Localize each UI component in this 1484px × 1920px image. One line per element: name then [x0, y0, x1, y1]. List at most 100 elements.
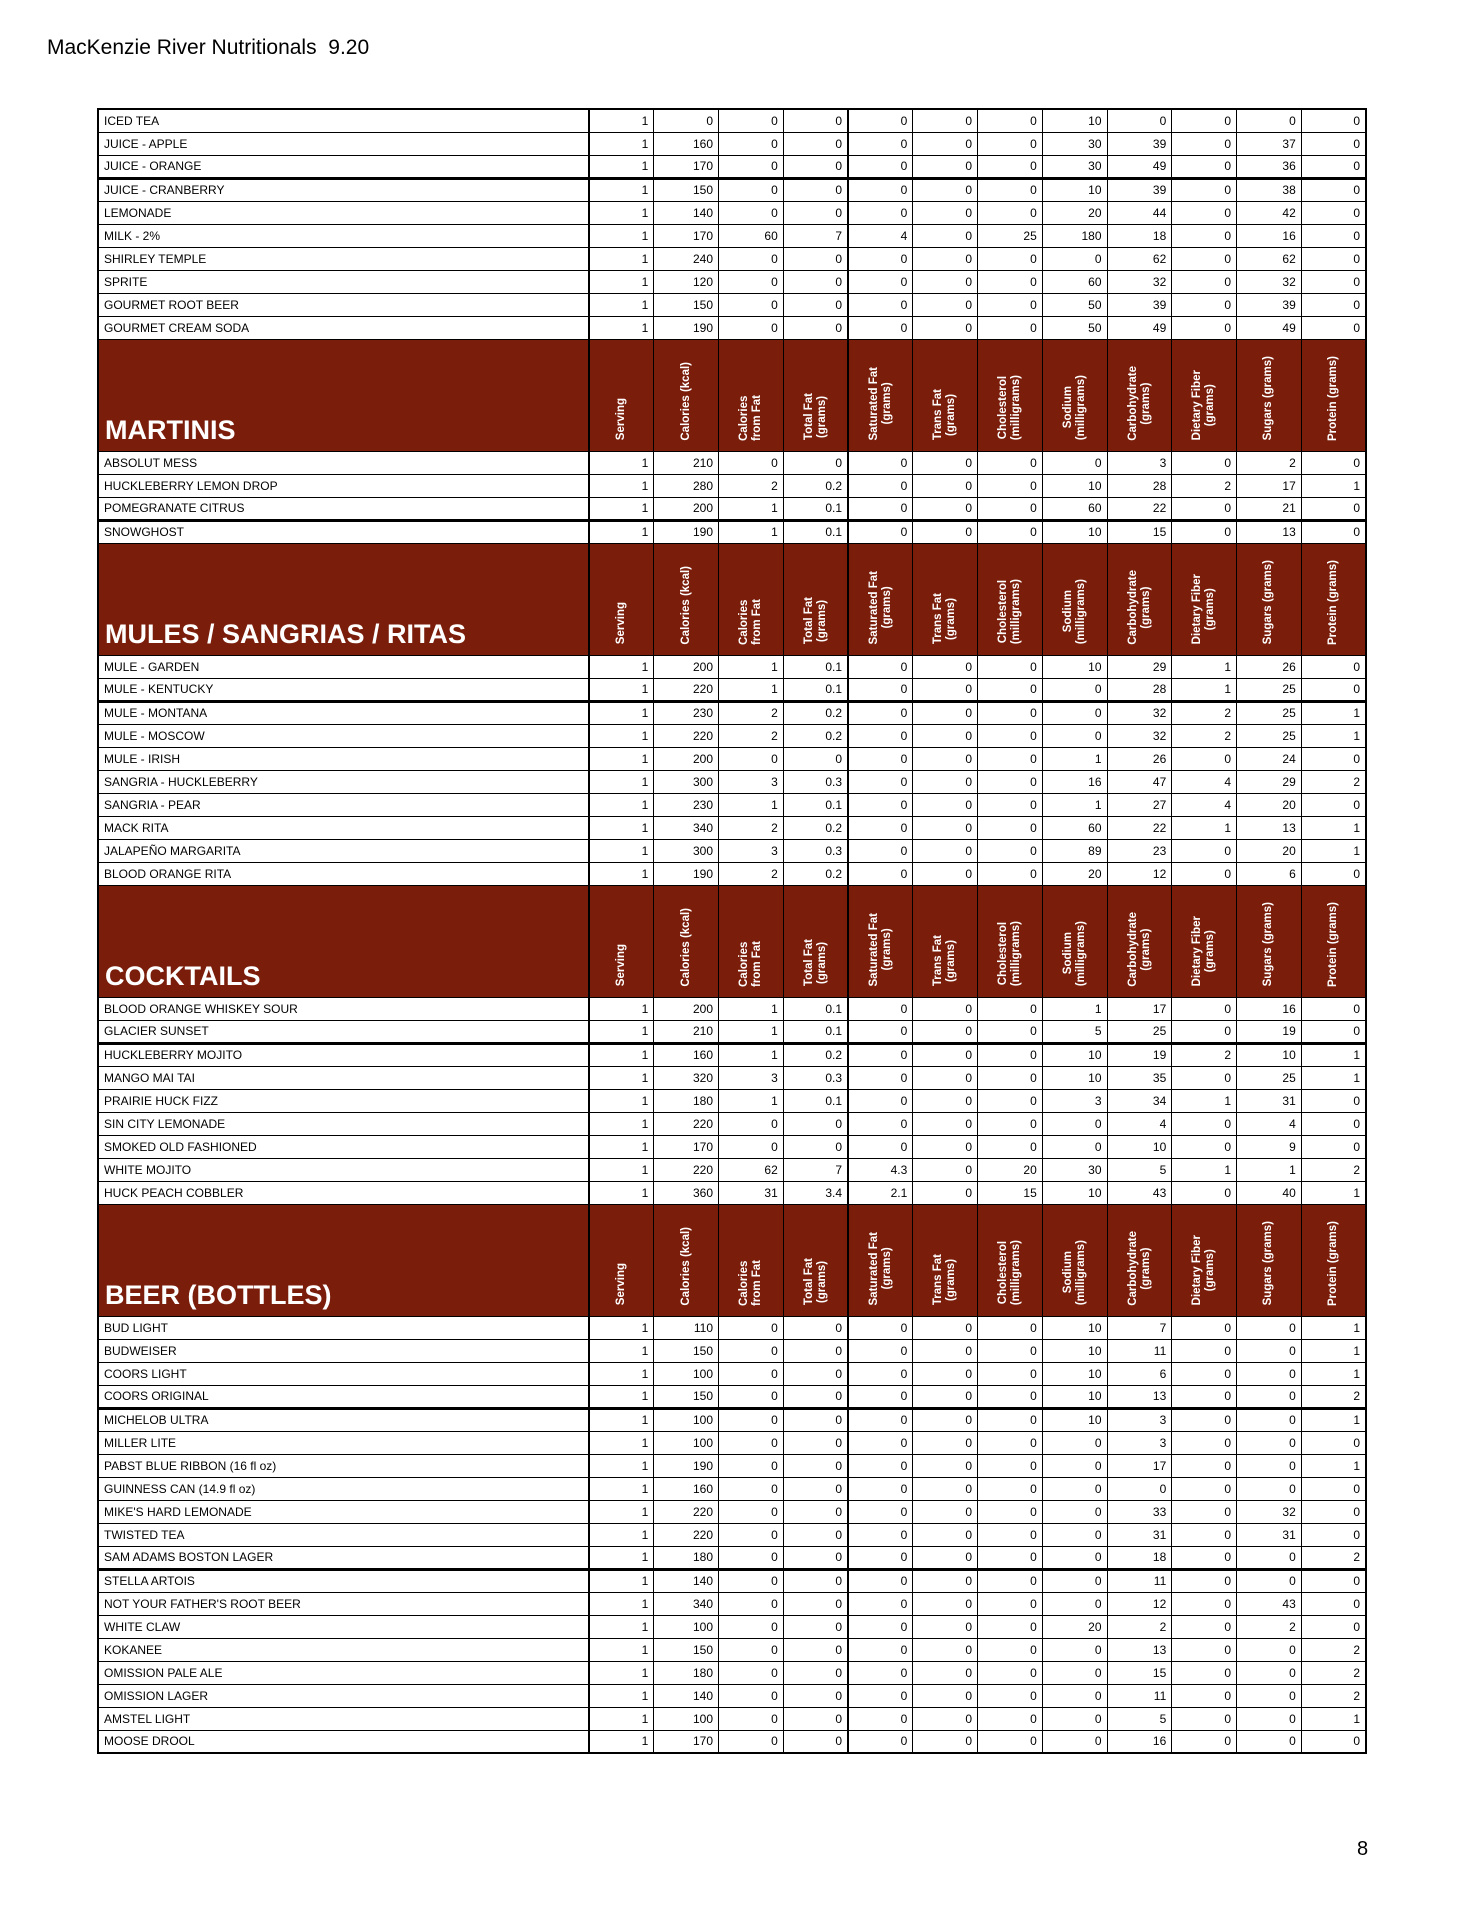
value-cell: 0: [782, 246, 849, 271]
value-cell: 170: [653, 1134, 719, 1159]
column-header-label: Sugars (grams): [1262, 1221, 1275, 1306]
value-cell: 6: [1236, 861, 1302, 886]
column-header: Serving: [588, 1203, 655, 1317]
value-cell: 0: [1041, 700, 1108, 725]
value-cell: 0: [1300, 450, 1367, 475]
item-name: GOURMET ROOT BEER: [97, 292, 590, 317]
value-cell: 210: [653, 450, 719, 475]
value-cell: 0: [912, 1499, 978, 1524]
value-cell: 25: [977, 223, 1043, 248]
item-name: JUICE - CRANBERRY: [97, 177, 590, 202]
value-cell: 150: [653, 292, 719, 317]
value-cell: 49: [1106, 154, 1173, 180]
value-cell: 0: [977, 473, 1043, 498]
column-header-label: Total Fat (grams): [802, 597, 828, 645]
value-cell: 2: [1300, 769, 1367, 794]
value-cell: 0: [912, 861, 978, 886]
value-cell: 25: [1236, 677, 1302, 703]
value-cell: 35: [1106, 1065, 1173, 1090]
value-cell: 32: [1106, 700, 1173, 725]
value-cell: 3: [718, 769, 784, 794]
item-name: SNOWGHOST: [97, 519, 590, 544]
value-cell: 0: [847, 108, 914, 133]
value-cell: 180: [653, 1088, 719, 1113]
value-cell: 0: [1300, 861, 1367, 886]
value-cell: 1: [588, 1088, 655, 1113]
value-cell: 0: [977, 200, 1043, 225]
value-cell: 5: [1106, 1706, 1173, 1731]
value-cell: 0: [718, 292, 784, 317]
value-cell: 39: [1236, 292, 1302, 317]
item-row: SANGRIA - HUCKLEBERRY 1 300 3 0.3 0 0 0 16 47 4 29 2: [97, 769, 1367, 794]
value-cell: 0: [718, 1134, 784, 1159]
section-title: MARTINIS: [97, 338, 590, 452]
value-cell: 0: [977, 792, 1043, 817]
value-cell: 0: [912, 200, 978, 225]
value-cell: 0: [912, 1315, 978, 1340]
value-cell: 0: [912, 1407, 978, 1432]
value-cell: 0: [782, 1476, 849, 1501]
item-row: MULE - MOSCOW 1 220 2 0.2 0 0 0 0 32 2 25 1: [97, 723, 1367, 748]
value-cell: 0: [782, 154, 849, 180]
value-cell: 20: [977, 1157, 1043, 1182]
value-cell: 0: [977, 154, 1043, 180]
item-name: OMISSION PALE ALE: [97, 1660, 590, 1685]
value-cell: 0: [718, 1315, 784, 1340]
value-cell: 0: [847, 496, 914, 522]
value-cell: 0: [782, 1499, 849, 1524]
column-header: Sodium (milligrams): [1041, 1203, 1108, 1317]
value-cell: 1: [588, 1614, 655, 1639]
value-cell: 0: [912, 815, 978, 840]
value-cell: 0: [977, 746, 1043, 771]
item-row: BLOOD ORANGE WHISKEY SOUR 1 200 1 0.1 0 0 0 1 17 0…: [97, 996, 1367, 1021]
value-cell: 2: [1300, 1637, 1367, 1662]
value-cell: 0: [1171, 292, 1237, 317]
value-cell: 180: [653, 1660, 719, 1685]
value-cell: 17: [1106, 996, 1173, 1021]
value-cell: 0: [977, 315, 1043, 340]
column-header-label: Carbohydrate (grams): [1126, 365, 1152, 441]
value-cell: 0: [1171, 1453, 1237, 1478]
value-cell: 1: [588, 1019, 655, 1045]
value-cell: 20: [1041, 861, 1108, 886]
value-cell: 12: [1106, 1591, 1173, 1616]
value-cell: 0: [847, 1134, 914, 1159]
value-cell: 120: [653, 269, 719, 294]
value-cell: 1: [718, 677, 784, 703]
column-header-label: Carbohydrate (grams): [1126, 911, 1152, 987]
value-cell: 0: [1236, 1361, 1302, 1386]
value-cell: 13: [1236, 519, 1302, 544]
value-cell: 0: [1041, 1522, 1108, 1547]
value-cell: 0.1: [782, 996, 849, 1021]
item-row: BUDWEISER 1 150 0 0 0 0 0 10 11 0 0 1: [97, 1338, 1367, 1363]
value-cell: 0: [718, 269, 784, 294]
value-cell: 0: [912, 1683, 978, 1708]
value-cell: 1: [588, 1706, 655, 1731]
column-header: Protein (grams): [1300, 338, 1367, 452]
value-cell: 0: [977, 1111, 1043, 1136]
value-cell: 10: [1041, 654, 1108, 679]
value-cell: 1: [1236, 1157, 1302, 1182]
value-cell: 0: [1236, 1660, 1302, 1685]
section-header-row: MARTINIS Serving Calories (kcal) Calories f…: [97, 338, 1367, 452]
value-cell: 230: [653, 792, 719, 817]
value-cell: 62: [1236, 246, 1302, 271]
value-cell: 0: [977, 769, 1043, 794]
value-cell: 0.1: [782, 677, 849, 703]
value-cell: 0: [1300, 108, 1367, 133]
value-cell: 39: [1106, 177, 1173, 202]
value-cell: 1: [588, 154, 655, 180]
value-cell: 1: [1171, 1157, 1237, 1182]
value-cell: 1: [588, 1683, 655, 1708]
value-cell: 0: [912, 292, 978, 317]
item-name: ABSOLUT MESS: [97, 450, 590, 475]
value-cell: 37: [1236, 131, 1302, 156]
value-cell: 0.2: [782, 815, 849, 840]
value-cell: 0: [782, 746, 849, 771]
value-cell: 1: [588, 700, 655, 725]
value-cell: 0: [912, 1660, 978, 1685]
column-header-label: Cholesterol (milligrams): [997, 579, 1022, 645]
value-cell: 0: [977, 677, 1043, 703]
value-cell: 0: [912, 1384, 978, 1410]
